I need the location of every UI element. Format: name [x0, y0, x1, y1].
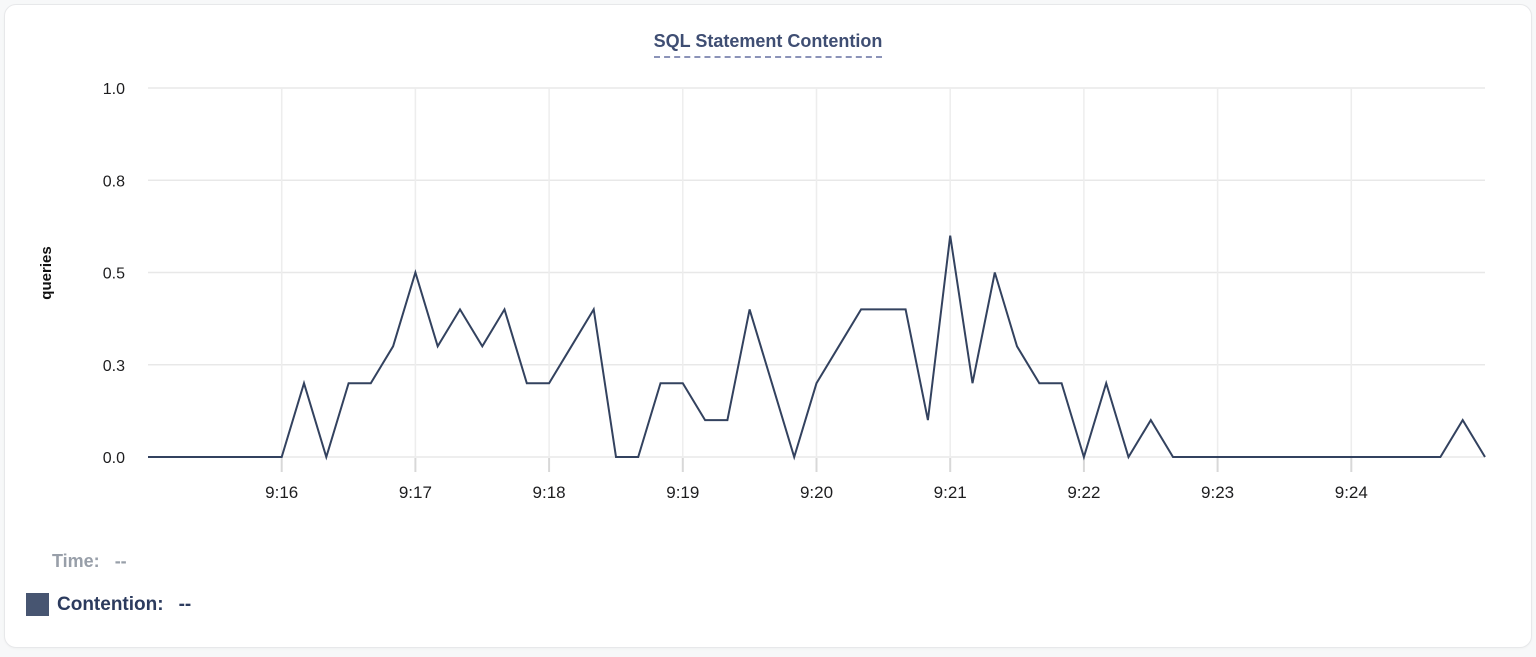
chart-title[interactable]: SQL Statement Contention: [653, 31, 883, 58]
y-tick-label: 0.0: [103, 450, 125, 467]
x-tick-label: 9:21: [934, 483, 967, 502]
y-tick-label: 1.0: [103, 81, 125, 98]
x-tick-label: 9:16: [265, 483, 298, 502]
x-tick-label: 9:23: [1201, 483, 1234, 502]
y-tick-label: 0.5: [103, 266, 125, 283]
x-tick-label: 9:17: [399, 483, 432, 502]
chart-header: SQL Statement Contention: [5, 31, 1531, 58]
x-tick-label: 9:18: [533, 483, 566, 502]
y-tick-label: 0.3: [103, 358, 125, 375]
x-tick-label: 9:20: [800, 483, 833, 502]
y-tick-label: 0.8: [103, 173, 125, 190]
chart-card: SQL Statement Contention 0.0 0.3 0.5 0.8 1.0…: [4, 4, 1532, 648]
contention-chart[interactable]: 0.0 0.3 0.5 0.8 1.0 9:16 9:17 9:18 9:19 9:20 9:21 9…: [5, 5, 1536, 657]
x-tick-label: 9:22: [1067, 483, 1100, 502]
y-axis-title: queries: [38, 246, 55, 299]
contention-series-line: [148, 235, 1486, 461]
x-tick-label: 9:19: [666, 483, 699, 502]
x-tick-label: 9:24: [1335, 483, 1368, 502]
